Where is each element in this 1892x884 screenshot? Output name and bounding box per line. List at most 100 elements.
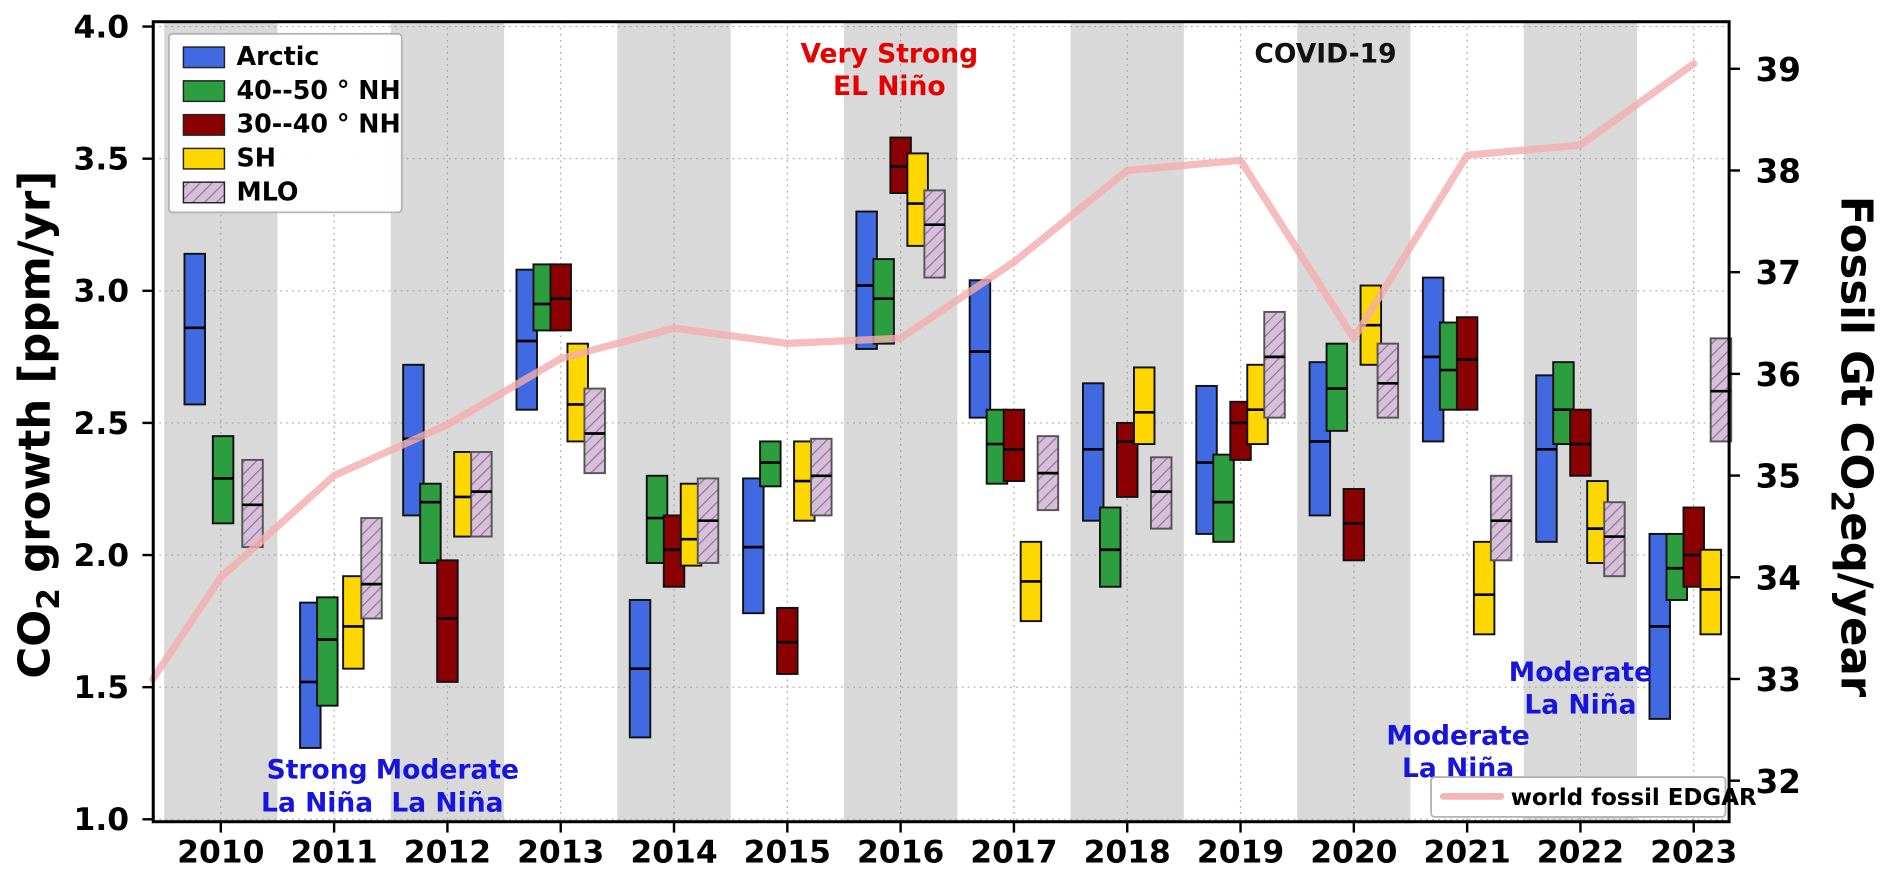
x-tick-label: 2010 xyxy=(177,835,264,871)
box-arctic-2020 xyxy=(1308,361,1332,517)
annotation-el-nino: Very Strong EL Niño xyxy=(800,39,978,103)
legend-swatch-mlo xyxy=(182,181,226,204)
left-tick-label: 3.0 xyxy=(74,274,130,310)
legend-swatch-sh xyxy=(182,147,226,170)
x-tick-label: 2018 xyxy=(1084,835,1171,871)
annotation-line: Strong xyxy=(267,755,368,786)
edgar-legend: world fossil EDGAR xyxy=(1430,776,1757,818)
box-nh4050-2019 xyxy=(1212,453,1235,543)
box-sh-2011 xyxy=(342,575,365,670)
annotation-line: Moderate xyxy=(1386,720,1529,751)
edgar-line xyxy=(149,60,1698,683)
x-tick-label: 2015 xyxy=(744,835,831,871)
left-tick-label: 1.5 xyxy=(74,670,130,706)
box-mlo-2022 xyxy=(1603,501,1626,578)
box-nh4050-2016 xyxy=(872,258,895,345)
right-tick-label: 32 xyxy=(1756,763,1801,801)
right-axis-title-subscript: 2 xyxy=(1823,490,1860,513)
box-sh-2018 xyxy=(1133,366,1156,446)
x-tick-label: 2023 xyxy=(1650,835,1737,871)
box-sh-2021 xyxy=(1472,540,1496,636)
annotation-la-nina-2022: Moderate La Niña xyxy=(1509,657,1652,721)
legend-swatch-nh4050 xyxy=(182,80,226,103)
annotation-line: Moderate xyxy=(376,755,519,786)
box-nh4050-2012 xyxy=(419,482,442,564)
right-axis-title: Fossil Gt CO2eq/year xyxy=(1823,195,1881,698)
box-sh-2023 xyxy=(1699,548,1722,636)
box-mlo-2021 xyxy=(1489,474,1513,562)
box-nh3040-2023 xyxy=(1682,506,1705,588)
left-tick-label: 2.5 xyxy=(74,406,130,442)
left-tick-label: 1.0 xyxy=(74,802,130,838)
box-nh4050-2018 xyxy=(1099,506,1122,588)
right-tick-label: 37 xyxy=(1756,254,1801,292)
annotation-la-nina-2011: Strong La Niña xyxy=(261,755,373,819)
legend-swatch-arctic xyxy=(182,46,226,69)
x-tick-label: 2014 xyxy=(630,835,717,871)
x-tick-label: 2017 xyxy=(970,835,1057,871)
right-tick-label: 38 xyxy=(1756,153,1801,191)
x-tick-label: 2020 xyxy=(1310,835,1397,871)
left-tick-label: 2.0 xyxy=(74,538,130,574)
box-mlo-2013 xyxy=(583,387,606,475)
legend-swatch-nh3040 xyxy=(182,113,226,136)
right-tick-label: 39 xyxy=(1756,51,1801,89)
right-tick-label: 33 xyxy=(1756,661,1801,699)
annotation-la-nina-2012: Moderate La Niña xyxy=(376,755,519,819)
legend-label-arctic: Arctic xyxy=(236,41,319,71)
box-nh3040-2012 xyxy=(436,559,459,683)
legend-label-nh3040: 30--40 ° NH xyxy=(236,109,400,139)
left-axis-title: CO2 growth [ppm/yr] xyxy=(10,170,68,679)
annotation-line: COVID-19 xyxy=(1254,39,1396,70)
annotation-line: Very Strong xyxy=(800,39,978,70)
legend-label-mlo: MLO xyxy=(236,176,298,206)
box-mlo-2016 xyxy=(923,189,946,279)
left-axis-title-subscript: 2 xyxy=(31,588,68,610)
edgar-legend-label: world fossil EDGAR xyxy=(1511,785,1757,811)
x-tick-label: 2013 xyxy=(517,835,604,871)
x-tick-label: 2011 xyxy=(290,835,377,871)
left-tick-label: 4.0 xyxy=(74,9,130,45)
left-axis-title-text: CO xyxy=(10,609,61,679)
annotation-line: La Niña xyxy=(1524,690,1636,721)
annotation-line: La Niña xyxy=(261,787,373,818)
right-axis-title-text: Fossil Gt CO xyxy=(1830,195,1881,491)
annotation-la-nina-2021: Moderate La Niña xyxy=(1386,720,1529,784)
x-tick-label: 2022 xyxy=(1537,835,1624,871)
annotation-line: Moderate xyxy=(1509,657,1652,688)
box-mlo-2020 xyxy=(1376,342,1400,419)
legend-label-sh: SH xyxy=(236,143,275,173)
box-arctic-2022 xyxy=(1535,374,1558,543)
box-nh4050-2022 xyxy=(1552,361,1575,446)
box-nh3040-2017 xyxy=(1002,408,1026,483)
right-tick-label: 35 xyxy=(1756,458,1801,496)
edgar-legend-box xyxy=(1430,776,1727,818)
box-mlo-2019 xyxy=(1263,310,1286,419)
box-arctic-2018 xyxy=(1082,382,1105,522)
left-axis-title-rest: growth [ppm/yr] xyxy=(10,170,61,589)
box-nh3040-2021 xyxy=(1455,316,1479,411)
box-nh4050-2011 xyxy=(316,596,339,707)
annotation-covid: COVID-19 xyxy=(1254,39,1396,70)
tick-labels: 1.0 1.5 2.0 2.5 3.0 3.5 4.0 32 33 34 35 36 37 38 39 201… xyxy=(74,9,1801,870)
tick-marks xyxy=(142,25,1740,833)
box-mlo-2011 xyxy=(360,517,383,620)
legend-box xyxy=(168,32,403,214)
right-tick-label: 34 xyxy=(1756,559,1801,597)
right-axis-title-rest: eq/year xyxy=(1830,512,1881,698)
right-tick-label: 36 xyxy=(1756,356,1801,394)
x-tick-label: 2012 xyxy=(404,835,491,871)
boxes xyxy=(183,136,1733,749)
annotation-line: EL Niño xyxy=(833,71,946,102)
box-mlo-2012 xyxy=(470,451,493,538)
legend-label-nh4050: 40--50 ° NH xyxy=(236,75,400,105)
x-tick-label: 2019 xyxy=(1197,835,1284,871)
annotation-line: La Niña xyxy=(391,787,503,818)
left-tick-label: 3.5 xyxy=(74,142,130,178)
x-tick-label: 2021 xyxy=(1424,835,1511,871)
box-arctic-2017 xyxy=(968,279,992,419)
